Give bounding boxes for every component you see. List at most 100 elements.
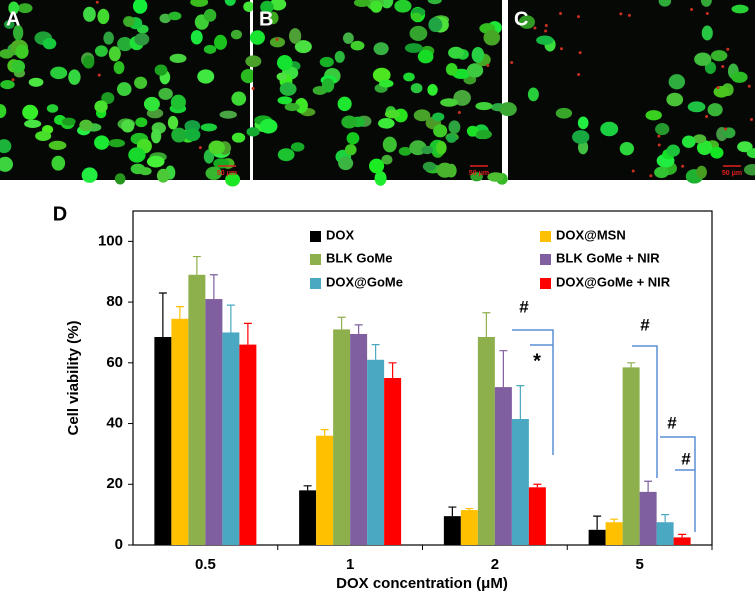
red-dot (576, 15, 580, 19)
cell (225, 172, 241, 187)
bar (605, 522, 623, 545)
error-bar (593, 515, 602, 530)
cell (645, 110, 662, 121)
red-dot (619, 12, 623, 16)
cell (0, 104, 7, 118)
cell (527, 87, 539, 102)
cell (51, 155, 66, 171)
x-axis-label: DOX concentration (μM) (336, 575, 508, 592)
cell (654, 166, 669, 179)
panel-label: C (514, 8, 528, 30)
cell (121, 119, 135, 133)
y-tick-label: 100 (98, 232, 123, 249)
error-bar (158, 292, 167, 338)
error-bar (465, 507, 474, 511)
cell (245, 55, 262, 68)
cell (466, 125, 479, 137)
cell (619, 141, 634, 156)
bar (333, 329, 351, 545)
cell (231, 132, 246, 143)
red-dot (657, 143, 661, 147)
red-dot (716, 86, 720, 90)
legend-label: BLK GoMe + NIR (556, 250, 660, 265)
bar (588, 529, 606, 545)
error-bar (337, 316, 346, 330)
cell (398, 146, 412, 156)
red-dot (533, 26, 537, 30)
cell (15, 44, 29, 59)
cell (167, 115, 179, 130)
cell (230, 29, 242, 40)
cell (403, 72, 415, 82)
cell (224, 0, 236, 6)
annotation: * (533, 350, 541, 372)
y-tick-label: 20 (106, 475, 123, 492)
cell (134, 33, 150, 46)
cell (94, 135, 110, 150)
cell (294, 40, 312, 54)
cell (156, 168, 170, 183)
red-dot (275, 37, 279, 41)
cell (379, 79, 394, 88)
cell (197, 69, 215, 84)
cell (0, 48, 14, 59)
legend-label: DOX (326, 227, 355, 242)
bar (222, 332, 240, 545)
cell (94, 45, 108, 57)
legend-label: DOX@MSN (556, 227, 626, 242)
cell (46, 104, 59, 113)
cell (321, 78, 335, 93)
cell (50, 66, 68, 80)
cell (370, 0, 383, 13)
error-bar (516, 384, 525, 419)
red-dot (198, 146, 202, 150)
cell (270, 0, 287, 11)
cell (555, 107, 573, 119)
cell (432, 112, 445, 122)
cell (710, 146, 724, 159)
legend-swatch (540, 278, 551, 289)
bar (154, 337, 172, 545)
error-bar (320, 429, 329, 436)
legend-swatch (310, 278, 321, 289)
cell (277, 96, 293, 105)
cell (28, 77, 44, 87)
cell (422, 161, 436, 172)
error-bar (303, 485, 312, 491)
bar (622, 367, 640, 545)
red-dot (97, 73, 101, 77)
cell (373, 42, 389, 56)
cell (600, 121, 619, 137)
scale-bar-label: 50 μm (469, 170, 489, 177)
cell (249, 30, 265, 45)
x-tick-label: 5 (635, 556, 643, 573)
error-bar (482, 312, 491, 338)
cell (436, 141, 447, 155)
cell (381, 154, 393, 165)
cell (22, 104, 39, 120)
cell (696, 165, 707, 179)
cell (410, 83, 423, 94)
error-bar (627, 362, 636, 368)
cell (276, 55, 293, 71)
annotation: # (519, 297, 529, 316)
panel-label: D (53, 203, 67, 225)
red-dot (631, 169, 635, 173)
error-bar (371, 344, 380, 360)
cell (82, 55, 95, 69)
error-bar (226, 304, 235, 333)
error-bar (209, 274, 218, 300)
cell (427, 83, 438, 96)
red-dot (251, 86, 255, 90)
cell (731, 4, 749, 14)
cell (12, 24, 24, 41)
red-dot (690, 7, 694, 11)
error-bar (243, 322, 252, 345)
cell (0, 156, 14, 172)
x-tick-label: 0.5 (195, 556, 216, 573)
cell (117, 36, 133, 52)
red-dot (559, 11, 563, 15)
legend-swatch (540, 231, 551, 242)
error-bar (175, 306, 184, 319)
red-dot (627, 13, 631, 17)
